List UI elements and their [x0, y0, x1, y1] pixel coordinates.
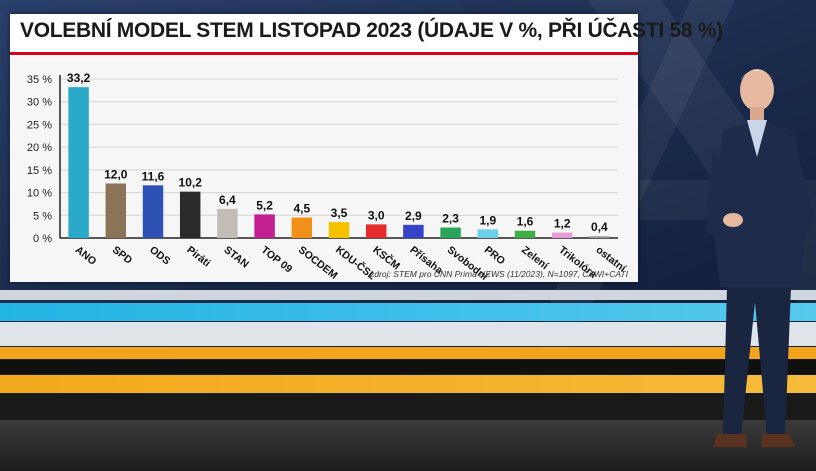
studio-stripe — [0, 394, 816, 420]
title-bar: VOLEBNÍ MODEL STEM LISTOPAD 2023 (ÚDAJE … — [10, 14, 723, 54]
source-note: zdroj: STEM pro CNN Prima NEWS (11/2023)… — [370, 269, 628, 279]
data-label: 2,3 — [442, 212, 459, 226]
category-label: TOP 09 — [259, 244, 295, 276]
studio-stripe — [0, 375, 816, 393]
bar-10 — [440, 227, 461, 238]
bar-2 — [142, 185, 164, 238]
studio-stripe — [0, 290, 816, 300]
bar-0 — [68, 87, 89, 238]
data-label: 4,5 — [293, 202, 310, 216]
data-label: 1,6 — [517, 215, 534, 229]
studio-floor — [0, 420, 816, 471]
bar-11 — [477, 229, 499, 238]
studio-stripe — [0, 360, 816, 374]
data-label: 6,4 — [219, 193, 236, 207]
data-label: 2,9 — [405, 209, 422, 223]
category-label: PRO — [482, 244, 507, 267]
bar-1 — [105, 183, 127, 238]
bar-6 — [291, 217, 313, 238]
y-tick-label: 30 % — [27, 97, 52, 109]
chart-title: VOLEBNÍ MODEL STEM LISTOPAD 2023 (ÚDAJE … — [20, 19, 723, 42]
studio-stripe — [0, 347, 816, 359]
data-label: 33,2 — [67, 71, 91, 85]
category-label: ANO — [73, 244, 99, 268]
bar-12 — [514, 230, 536, 238]
category-label: ODS — [147, 244, 172, 267]
data-label: 11,6 — [142, 169, 165, 183]
studio-stripe — [0, 303, 816, 321]
category-label: Piráti — [184, 244, 212, 270]
y-tick-label: 35 % — [27, 74, 52, 86]
category-label: STAN — [222, 244, 251, 271]
data-label: 0,4 — [591, 220, 608, 234]
y-tick-label: 0 % — [33, 233, 52, 245]
y-tick-label: 10 % — [27, 188, 52, 200]
bar-8 — [365, 224, 387, 238]
presenter-figure — [705, 69, 816, 447]
data-label: 1,9 — [479, 213, 496, 227]
bar-5 — [254, 214, 275, 238]
bar-9 — [403, 224, 424, 238]
category-label: SPD — [110, 244, 135, 267]
data-label: 5,2 — [256, 198, 273, 212]
studio-stripe — [0, 322, 816, 346]
data-label: 12,0 — [104, 167, 128, 181]
bar-4 — [217, 208, 238, 238]
y-tick-label: 25 % — [27, 119, 52, 131]
chart-card: VOLEBNÍ MODEL STEM LISTOPAD 2023 (ÚDAJE … — [10, 14, 723, 282]
bar-13 — [551, 232, 573, 238]
y-tick-label: 15 % — [27, 165, 52, 177]
bar-7 — [328, 222, 350, 238]
title-underline — [10, 52, 638, 55]
category-label: SOCDEM — [296, 244, 340, 282]
data-label: 1,2 — [554, 217, 571, 231]
data-label: 3,5 — [331, 206, 348, 220]
bar-chart: 0 % 5 % 10 % 15 % 20 % 25 % 30 % 35 % 33,2 ANO 12,… — [27, 71, 629, 282]
data-label: 10,2 — [179, 176, 203, 190]
data-label: 3,0 — [368, 208, 385, 222]
bar-3 — [179, 191, 201, 238]
plot-area: 0 % 5 % 10 % 15 % 20 % 25 % 30 % 35 % 33,2 ANO 12,… — [10, 55, 638, 282]
y-tick-label: 20 % — [27, 142, 52, 154]
bar-14 — [589, 236, 610, 238]
y-tick-label: 5 % — [33, 210, 52, 222]
